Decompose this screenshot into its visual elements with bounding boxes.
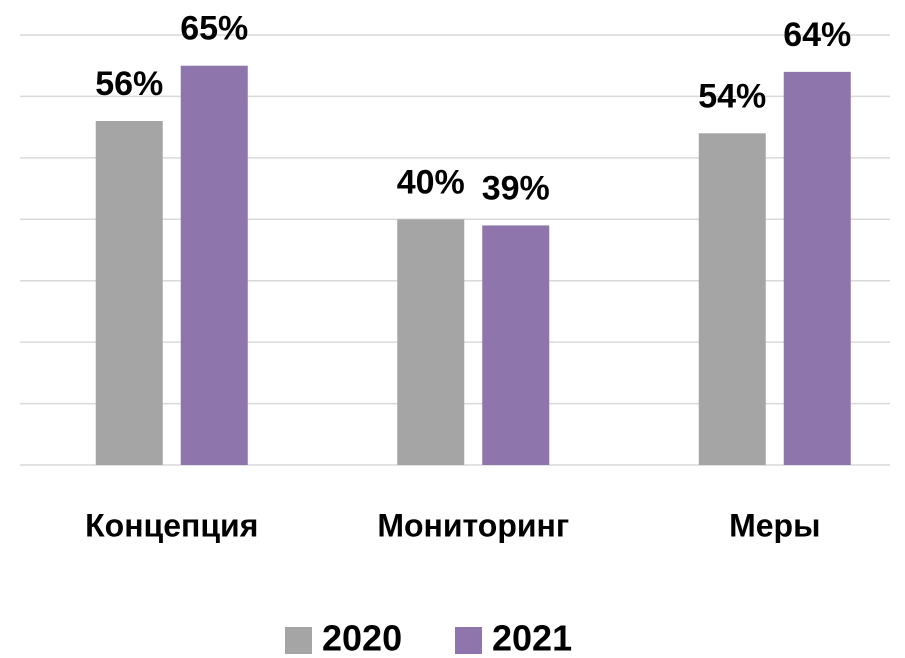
x-tick-label: Мониторинг: [377, 507, 569, 543]
data-label: 65%: [180, 10, 248, 48]
legend-label: 2020: [322, 618, 402, 658]
bar: [698, 133, 766, 466]
data-label: 54%: [698, 77, 766, 115]
x-tick-label: Концепция: [85, 507, 258, 543]
legend-swatch: [285, 627, 312, 654]
bar: [397, 219, 465, 465]
legend-swatch: [455, 627, 482, 654]
x-tick-label: Меры: [729, 507, 820, 543]
data-label: 39%: [482, 169, 550, 207]
legend-label: 2021: [492, 618, 572, 658]
bar: [180, 65, 248, 465]
bar: [783, 71, 851, 465]
bar: [95, 121, 163, 465]
data-label: 64%: [783, 16, 851, 54]
data-label: 40%: [397, 163, 465, 201]
data-label: 56%: [95, 65, 163, 103]
bar: [482, 225, 550, 465]
